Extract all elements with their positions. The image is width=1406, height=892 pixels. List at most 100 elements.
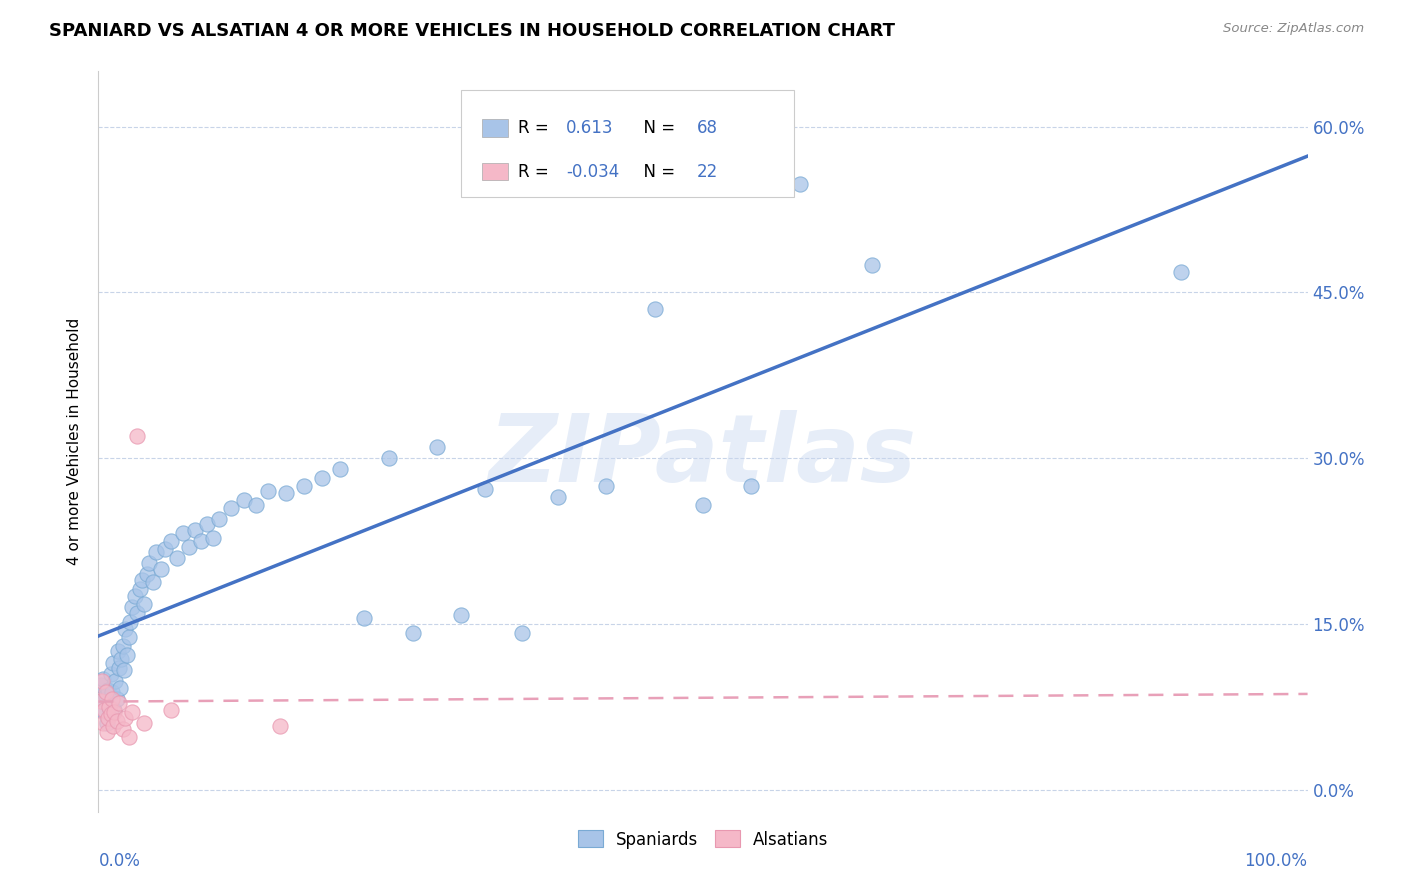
Point — [108, 661, 131, 675]
Point — [108, 697, 131, 711]
Point — [353, 611, 375, 625]
Point — [96, 725, 118, 739]
Text: R =: R = — [517, 119, 554, 136]
Point — [134, 716, 156, 731]
Point — [100, 692, 122, 706]
Point — [121, 600, 143, 615]
Point — [91, 672, 114, 686]
Text: 68: 68 — [697, 119, 718, 136]
Point — [179, 540, 201, 554]
Point — [127, 429, 149, 443]
Point — [510, 625, 533, 640]
Point — [692, 498, 714, 512]
Point — [150, 561, 173, 575]
Point — [111, 639, 134, 653]
Point — [114, 711, 136, 725]
Point — [124, 589, 146, 603]
Point — [172, 526, 194, 541]
Point — [111, 722, 134, 736]
Text: N =: N = — [633, 162, 681, 180]
Point — [160, 533, 183, 548]
Text: Source: ZipAtlas.com: Source: ZipAtlas.com — [1223, 22, 1364, 36]
Y-axis label: 4 or more Vehicles in Household: 4 or more Vehicles in Household — [67, 318, 83, 566]
Point — [98, 699, 121, 714]
Point — [208, 512, 231, 526]
Point — [644, 301, 666, 316]
Point — [97, 683, 120, 698]
Point — [90, 678, 112, 692]
Point — [100, 685, 122, 699]
Point — [118, 730, 141, 744]
Point — [789, 177, 811, 191]
Point — [91, 716, 114, 731]
Point — [221, 500, 243, 515]
FancyBboxPatch shape — [461, 90, 793, 197]
Point — [114, 623, 136, 637]
Text: SPANIARD VS ALSATIAN 4 OR MORE VEHICLES IN HOUSEHOLD CORRELATION CHART: SPANIARD VS ALSATIAN 4 OR MORE VEHICLES … — [49, 22, 896, 40]
Point — [118, 630, 141, 644]
Point — [104, 674, 127, 689]
Text: 0.0%: 0.0% — [98, 853, 141, 871]
Text: ZIPatlas: ZIPatlas — [489, 410, 917, 502]
Point — [131, 573, 153, 587]
Point — [329, 462, 352, 476]
Point — [232, 493, 254, 508]
Point — [112, 663, 135, 677]
Point — [166, 550, 188, 565]
Point — [311, 471, 333, 485]
Point — [138, 556, 160, 570]
Point — [100, 707, 122, 722]
Point — [94, 689, 117, 703]
Point — [134, 597, 156, 611]
Point — [91, 694, 114, 708]
Point — [101, 656, 124, 670]
Point — [93, 706, 115, 720]
Point — [103, 706, 125, 720]
Point — [105, 692, 128, 706]
Point — [292, 479, 315, 493]
Text: 22: 22 — [697, 162, 718, 180]
Point — [93, 703, 115, 717]
FancyBboxPatch shape — [482, 162, 509, 180]
Text: 0.613: 0.613 — [567, 119, 614, 136]
Point — [94, 685, 117, 699]
Point — [117, 648, 139, 662]
Point — [91, 674, 114, 689]
Text: R =: R = — [517, 162, 554, 180]
Text: 100.0%: 100.0% — [1244, 853, 1308, 871]
Point — [274, 486, 297, 500]
Point — [426, 440, 449, 454]
Point — [245, 498, 267, 512]
Point — [135, 567, 157, 582]
Point — [450, 607, 472, 622]
Point — [860, 258, 883, 272]
Point — [256, 484, 278, 499]
Point — [127, 606, 149, 620]
Legend: Spaniards, Alsatians: Spaniards, Alsatians — [571, 823, 835, 855]
Point — [100, 666, 122, 681]
Point — [377, 451, 399, 466]
Text: -0.034: -0.034 — [567, 162, 620, 180]
Point — [595, 479, 617, 493]
Point — [105, 714, 128, 728]
Point — [96, 716, 118, 731]
Point — [740, 479, 762, 493]
Point — [184, 523, 207, 537]
Point — [90, 694, 112, 708]
Point — [142, 574, 165, 589]
Point — [1170, 265, 1192, 279]
Point — [98, 699, 121, 714]
Point — [190, 533, 212, 548]
Point — [547, 490, 569, 504]
Point — [269, 718, 291, 732]
FancyBboxPatch shape — [482, 119, 509, 136]
Point — [202, 531, 225, 545]
Point — [195, 517, 218, 532]
Point — [402, 625, 425, 640]
Point — [118, 615, 141, 629]
Point — [108, 681, 131, 695]
Text: N =: N = — [633, 119, 681, 136]
Point — [160, 703, 183, 717]
Point — [107, 644, 129, 658]
Point — [128, 582, 150, 596]
